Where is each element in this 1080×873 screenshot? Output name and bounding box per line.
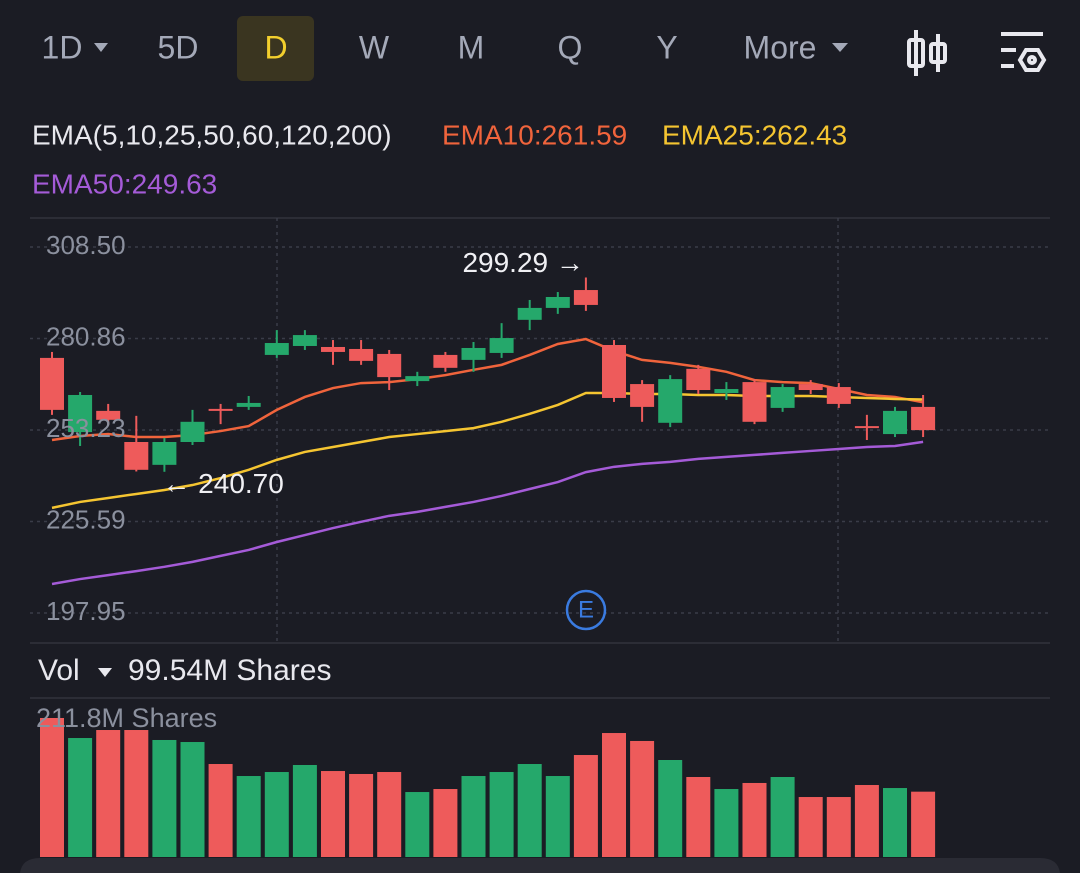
volume-bar [264, 772, 289, 857]
volume-bar [545, 776, 570, 857]
candle-body [68, 394, 93, 433]
volume-bar [236, 776, 261, 857]
tab[interactable]: 5D [158, 29, 199, 65]
volume-max: 211.8M Shares [36, 703, 217, 733]
candle-body [321, 346, 345, 352]
volume-bar [714, 789, 739, 857]
volume-bar [854, 785, 879, 857]
volume-bar [377, 772, 402, 857]
volume-bar [630, 740, 655, 857]
candle-body [798, 384, 823, 391]
high-annotation: 299.29 → [462, 247, 583, 278]
candle-type-icon[interactable] [907, 30, 947, 76]
tab[interactable]: More [744, 29, 817, 65]
candle-body [124, 442, 149, 470]
volume-bar [461, 776, 486, 857]
tab[interactable]: Y [656, 29, 677, 65]
y-tick-label: 197.95 [46, 596, 126, 626]
volume-bar [658, 760, 683, 857]
candle-body [517, 307, 542, 320]
candle-body [40, 357, 64, 410]
candle-body [770, 387, 795, 408]
volume-title: Vol [38, 654, 80, 687]
legend-entry: EMA10:261.59 [442, 119, 627, 150]
candle-body [573, 290, 598, 305]
candle-body [545, 296, 570, 308]
volume-bar [208, 764, 233, 857]
volume-bar [40, 718, 64, 857]
volume-bar [292, 764, 317, 857]
candle-body [630, 384, 655, 407]
volume-bar [770, 776, 795, 857]
tab[interactable]: 1D [42, 29, 83, 65]
candle-body [180, 421, 205, 443]
volume-bar [433, 789, 458, 857]
candle-body [854, 426, 879, 429]
volume-bar [180, 742, 205, 857]
bottom-sheet [20, 858, 1060, 873]
y-tick-label: 280.86 [46, 321, 126, 351]
candle-body [433, 354, 458, 368]
candle-body [461, 347, 486, 360]
candle-body [883, 410, 907, 435]
low-annotation: ← 240.70 [162, 468, 283, 499]
event-marker[interactable] [565, 589, 607, 631]
volume-bar [883, 788, 907, 857]
plot [30, 246, 1050, 614]
legend-entry: EMA50:249.63 [32, 168, 217, 199]
indicator-label: EMA(5,10,25,50,60,120,200) [32, 119, 392, 150]
volume-bar [405, 792, 430, 857]
volume-bar [573, 755, 598, 857]
volume-bar [517, 764, 542, 857]
dropdown-arrow [832, 43, 848, 52]
volume-plot [40, 718, 936, 857]
volume-bar [489, 772, 514, 857]
y-tick-label: 225.59 [46, 504, 126, 534]
candle-body [911, 406, 936, 431]
candle-body [602, 344, 626, 398]
volume-bar [686, 776, 711, 857]
candle-body [264, 343, 289, 355]
ema-line [51, 440, 924, 586]
volume-bar [152, 739, 177, 857]
dropdown-arrow [98, 668, 112, 677]
volume-bar [96, 730, 121, 857]
event-label: E [578, 596, 594, 623]
candle-body [208, 408, 233, 411]
candle-body [489, 338, 514, 353]
candle-body [405, 376, 430, 382]
volume-bar [349, 773, 374, 857]
candle-body [377, 353, 402, 378]
volume-bar [602, 733, 626, 857]
volume-bar [321, 771, 345, 857]
candle-body [714, 389, 739, 394]
dropdown-arrow [94, 43, 108, 52]
candle-body [658, 379, 683, 423]
selected-tab-bg [237, 16, 314, 81]
volume-bar [826, 797, 851, 857]
volume-current: 99.54M Shares [128, 654, 331, 687]
candle-body [96, 410, 121, 420]
y-tick-label: 253.23 [46, 413, 126, 443]
volume-bar [124, 730, 149, 857]
tab[interactable]: M [458, 29, 485, 65]
candle-body [236, 402, 261, 407]
volume-bar [68, 738, 93, 857]
volume-bar [742, 782, 767, 857]
candle-body [292, 335, 317, 346]
tab[interactable]: Q [558, 29, 583, 65]
candle-body [152, 442, 177, 465]
y-tick-label: 308.50 [46, 230, 126, 260]
candle-body [349, 348, 374, 361]
tab[interactable]: W [359, 29, 390, 65]
volume-bar [911, 791, 936, 857]
settings-icon[interactable] [1001, 32, 1047, 72]
candle-body [686, 368, 711, 391]
legend-entry: EMA25:262.43 [662, 119, 847, 150]
tab[interactable]: D [264, 29, 287, 65]
candle-body [742, 382, 767, 422]
volume-bar [798, 797, 823, 857]
candle-body [826, 387, 851, 404]
